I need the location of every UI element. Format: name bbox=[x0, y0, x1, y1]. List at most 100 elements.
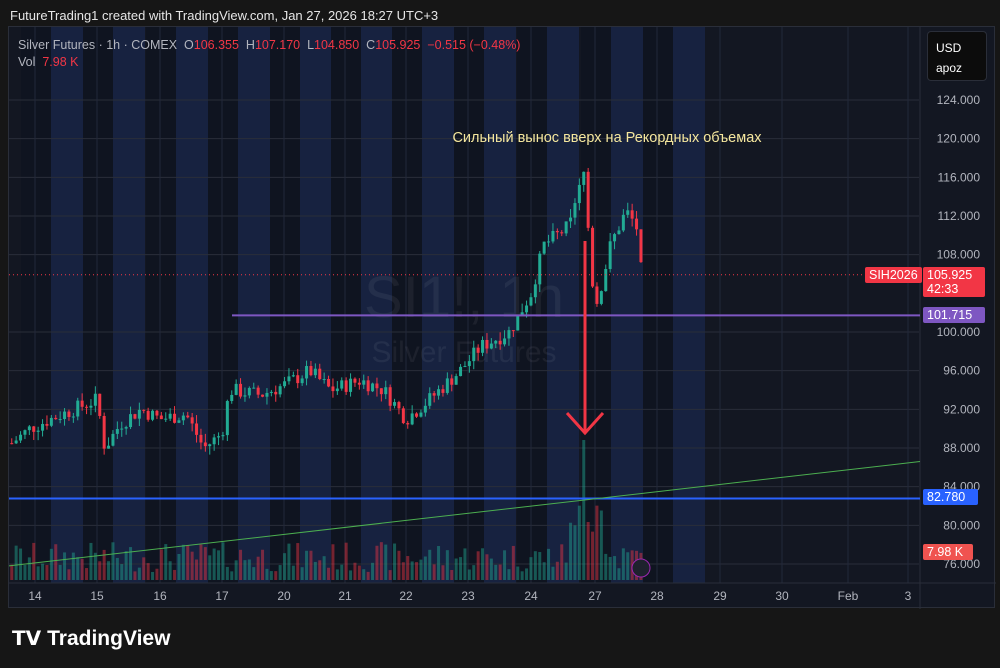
volume-bar bbox=[256, 556, 260, 580]
session-band bbox=[83, 27, 113, 583]
chart-credit: FutureTrading1 created with TradingView.… bbox=[10, 8, 439, 23]
volume-bar bbox=[225, 566, 229, 580]
volume-bar bbox=[133, 571, 137, 580]
candle-body bbox=[344, 380, 348, 392]
candle-body bbox=[318, 368, 322, 380]
candle-body bbox=[120, 428, 124, 430]
candle-body bbox=[639, 229, 643, 263]
volume-bar bbox=[428, 549, 432, 580]
x-tick-label: 22 bbox=[399, 589, 413, 603]
chart-legend: Silver Futures · 1h · COMEX O106.355 H10… bbox=[18, 37, 520, 71]
candle-body bbox=[124, 427, 128, 429]
volume-bar bbox=[498, 564, 502, 580]
volume-bar bbox=[401, 562, 405, 580]
session-band bbox=[611, 27, 643, 583]
chart-canvas[interactable]: 124.000 120.000 116.000 112.000 108.000 100.0… bbox=[9, 27, 996, 609]
volume-bar bbox=[573, 525, 577, 580]
candle-body bbox=[428, 393, 432, 406]
candle-body bbox=[217, 436, 221, 438]
candle-body bbox=[115, 429, 119, 434]
candle-body bbox=[76, 400, 80, 417]
volume-bar bbox=[353, 562, 357, 580]
candle-body bbox=[322, 379, 326, 381]
candle-body bbox=[287, 376, 291, 382]
candle-body bbox=[564, 221, 568, 234]
volume-bar bbox=[32, 542, 36, 580]
volume-bar bbox=[80, 558, 84, 580]
volume-bar bbox=[283, 553, 287, 580]
candle-body bbox=[243, 395, 247, 397]
chart-area[interactable]: 124.000 120.000 116.000 112.000 108.000 100.0… bbox=[8, 26, 996, 609]
volume-bar bbox=[49, 548, 53, 580]
volume-bar bbox=[190, 551, 194, 580]
candle-body bbox=[573, 203, 577, 218]
candle-body bbox=[498, 340, 502, 345]
candle-body bbox=[45, 423, 49, 426]
volume-bar bbox=[529, 557, 533, 580]
volume-bar bbox=[432, 564, 436, 580]
candle-body bbox=[630, 210, 634, 219]
volume-bar bbox=[516, 566, 520, 580]
candle-body bbox=[327, 379, 331, 387]
volume-bar bbox=[357, 565, 361, 580]
open-label: O bbox=[184, 38, 194, 52]
volume-bar bbox=[41, 563, 45, 580]
logo-text: TradingView bbox=[47, 626, 171, 650]
volume-bar bbox=[305, 550, 309, 580]
symbol-label[interactable]: Silver Futures · 1h · COMEX bbox=[18, 38, 178, 52]
candle-body bbox=[494, 340, 498, 344]
candle-body bbox=[54, 417, 58, 420]
candle-body bbox=[89, 405, 93, 408]
x-tick-label: 3 bbox=[905, 589, 912, 603]
candle-body bbox=[137, 409, 141, 419]
candle-body bbox=[481, 339, 485, 353]
candle-body bbox=[129, 414, 133, 428]
volume-bar bbox=[397, 550, 401, 580]
close-label: C bbox=[366, 38, 376, 52]
candle-body bbox=[423, 405, 427, 413]
volume-bar bbox=[344, 542, 348, 580]
volume-bar bbox=[177, 553, 181, 580]
candle-body bbox=[234, 383, 238, 395]
candle-body bbox=[283, 381, 287, 387]
volume-bar bbox=[85, 568, 89, 580]
candle-body bbox=[300, 378, 304, 384]
candle-body bbox=[604, 268, 608, 292]
candle-body bbox=[569, 217, 573, 222]
volume-bar bbox=[555, 561, 559, 580]
volume-bar bbox=[230, 571, 234, 580]
candle-body bbox=[542, 241, 546, 254]
candle-body bbox=[635, 218, 639, 230]
currency-unit-button[interactable]: USD apoz bbox=[927, 31, 987, 81]
candle-body bbox=[349, 378, 353, 392]
flash-icon bbox=[631, 558, 651, 578]
volume-bar bbox=[331, 544, 335, 580]
volume-bar bbox=[485, 554, 489, 580]
volume-bar bbox=[23, 564, 27, 580]
volume-bar bbox=[340, 564, 344, 580]
volume-bar bbox=[362, 569, 366, 580]
volume-bar bbox=[54, 544, 58, 580]
candle-body bbox=[36, 430, 40, 432]
candle-body bbox=[454, 376, 458, 385]
candle-body bbox=[529, 297, 533, 306]
high-label: H bbox=[245, 38, 255, 52]
volume-bar bbox=[371, 562, 375, 580]
candle-body bbox=[27, 426, 31, 431]
candle-body bbox=[608, 241, 612, 269]
session-band bbox=[331, 27, 361, 583]
candle-body bbox=[269, 391, 273, 393]
candle-body bbox=[265, 392, 269, 397]
candle-body bbox=[393, 402, 397, 406]
volume-bar bbox=[199, 544, 203, 580]
candle-body bbox=[419, 412, 423, 417]
volume-bar bbox=[309, 550, 313, 580]
candle-body bbox=[199, 434, 203, 443]
candle-body bbox=[173, 413, 177, 423]
candle-body bbox=[485, 339, 489, 349]
volume-bar bbox=[234, 560, 238, 580]
volume-bar bbox=[459, 557, 463, 580]
volume-bar bbox=[58, 564, 62, 580]
volume-bar bbox=[454, 558, 458, 580]
candle-body bbox=[190, 417, 194, 424]
